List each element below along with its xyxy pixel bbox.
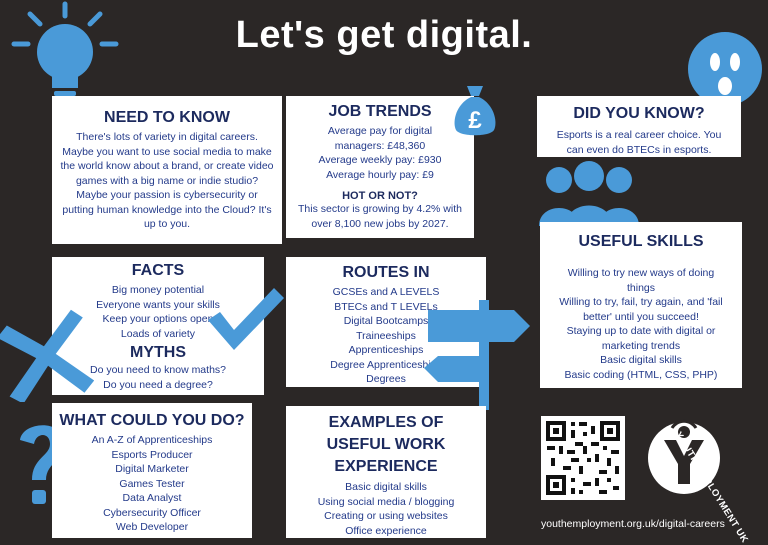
- facts-heading: FACTS: [131, 262, 185, 279]
- lightbulb-icon: [11, 1, 119, 104]
- did-you-know-heading: DID YOU KNOW?: [573, 105, 705, 122]
- useful-skills-heading: USEFUL SKILLS: [578, 233, 704, 250]
- work-experience-item: Creating or using websites: [324, 510, 448, 522]
- job-trends-heading: JOB TRENDS: [328, 103, 432, 120]
- hot-or-not-line: This sector is growing by 4.2% with: [298, 203, 462, 215]
- career-item: Data Analyst: [122, 492, 182, 504]
- work-experience-card: EXAMPLES OF USEFUL WORK EXPERIENCE Basic…: [286, 406, 486, 538]
- page-title: Let's get digital.: [235, 14, 533, 56]
- career-item: Esports Producer: [111, 448, 193, 461]
- routes-in-heading: ROUTES IN: [342, 264, 430, 281]
- people-icon: [539, 161, 639, 228]
- did-you-know-card: DID YOU KNOW? Esports is a real career c…: [537, 96, 741, 157]
- job-trends-line: Average weekly pay: £930: [318, 154, 442, 166]
- routes-in-item: Traineeships: [356, 329, 416, 342]
- surprised-face-icon: [688, 32, 762, 106]
- money-bag-icon: £: [454, 86, 496, 136]
- useful-skills-item: Basic coding (HTML, CSS, PHP): [564, 368, 718, 381]
- cross-icon: [0, 309, 94, 402]
- qr-code[interactable]: [541, 416, 625, 500]
- footer-url[interactable]: youthemployment.org.uk/digital-careers: [541, 518, 725, 530]
- facts-myths-card: FACTS Big money potential Everyone wants…: [52, 257, 264, 395]
- career-item: An A-Z of Apprenticeships: [91, 434, 213, 446]
- facts-item: Loads of variety: [120, 327, 196, 340]
- routes-in-item: GCSEs and A LEVELS: [332, 286, 440, 298]
- what-could-you-do-card: WHAT COULD YOU DO? An A-Z of Apprentices…: [52, 403, 252, 538]
- routes-in-item: Apprenticeships: [348, 344, 424, 356]
- logo-text: YOUTH EMPLOYMENT UK: [640, 406, 764, 409]
- what-could-you-do-heading: WHAT COULD YOU DO?: [59, 412, 245, 429]
- did-you-know-line: Esports is a real career choice. You: [556, 129, 722, 141]
- useful-skills-item: Willing to try new ways of doing: [567, 267, 715, 279]
- work-experience-heading: USEFUL WORK: [326, 436, 446, 453]
- job-trends-line: managers: £48,360: [334, 139, 426, 152]
- svg-text:£: £: [468, 107, 482, 134]
- useful-skills-item: better' until you succeed!: [583, 310, 699, 323]
- useful-skills-item: things: [626, 281, 656, 294]
- job-trends-line: Average hourly pay: £9: [326, 168, 434, 181]
- hot-or-not-line: over 8,100 new jobs by 2027.: [311, 217, 449, 230]
- need-to-know-card: NEED TO KNOW There's lots of variety in …: [52, 96, 282, 244]
- hot-or-not-heading: HOT OR NOT?: [342, 190, 418, 202]
- need-to-know-heading: NEED TO KNOW: [104, 109, 230, 126]
- routes-in-item: Degree Apprenticeships: [330, 358, 442, 371]
- useful-skills-item: Willing to try, fail, try again, and 'fa…: [559, 296, 723, 308]
- job-trends-line: Average pay for digital: [327, 125, 433, 137]
- youth-employment-logo: YOUTH EMPLOYMENT UK: [640, 406, 764, 494]
- myths-item: Do you need to know maths?: [90, 364, 226, 376]
- useful-skills-card: USEFUL SKILLS Willing to try new ways of…: [540, 222, 742, 388]
- checkmark-icon: [208, 288, 284, 350]
- routes-in-item: BTECs and T LEVELs: [334, 300, 438, 313]
- myths-heading: MYTHS: [130, 344, 186, 361]
- career-item: Cybersecurity Officer: [103, 506, 201, 519]
- career-item: Web Developer: [115, 521, 189, 533]
- work-experience-item: Basic digital skills: [345, 481, 427, 493]
- facts-item: Everyone wants your skills: [96, 298, 220, 311]
- useful-skills-item: Basic digital skills: [600, 354, 682, 366]
- work-experience-item: Using social media / blogging: [317, 495, 455, 508]
- qr-code-icon: [546, 421, 620, 495]
- career-item: Digital Marketer: [115, 463, 189, 475]
- work-experience-item: Office experience: [345, 524, 427, 537]
- useful-skills-item: marketing trends: [601, 339, 681, 352]
- work-experience-heading: EXAMPLES OF: [328, 414, 444, 431]
- work-experience-heading: EXPERIENCE: [334, 458, 438, 475]
- facts-item: Keep your options open: [102, 313, 214, 325]
- signpost-icon: [424, 300, 530, 410]
- need-to-know-body: There's lots of variety in digital caree…: [60, 131, 274, 230]
- did-you-know-line: can even do BTECs in esports.: [566, 143, 712, 156]
- routes-in-item: Degrees: [366, 373, 406, 385]
- useful-skills-item: Staying up to date with digital or: [566, 325, 716, 337]
- routes-in-item: Digital Bootcamps: [343, 315, 429, 327]
- job-trends-card: JOB TRENDS Average pay for digital manag…: [286, 96, 474, 238]
- facts-item: Big money potential: [111, 284, 205, 296]
- career-item: Games Tester: [119, 477, 185, 490]
- myths-item: Do you need a degree?: [103, 378, 213, 391]
